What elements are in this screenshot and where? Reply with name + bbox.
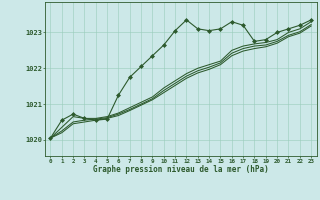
X-axis label: Graphe pression niveau de la mer (hPa): Graphe pression niveau de la mer (hPa) bbox=[93, 165, 269, 174]
